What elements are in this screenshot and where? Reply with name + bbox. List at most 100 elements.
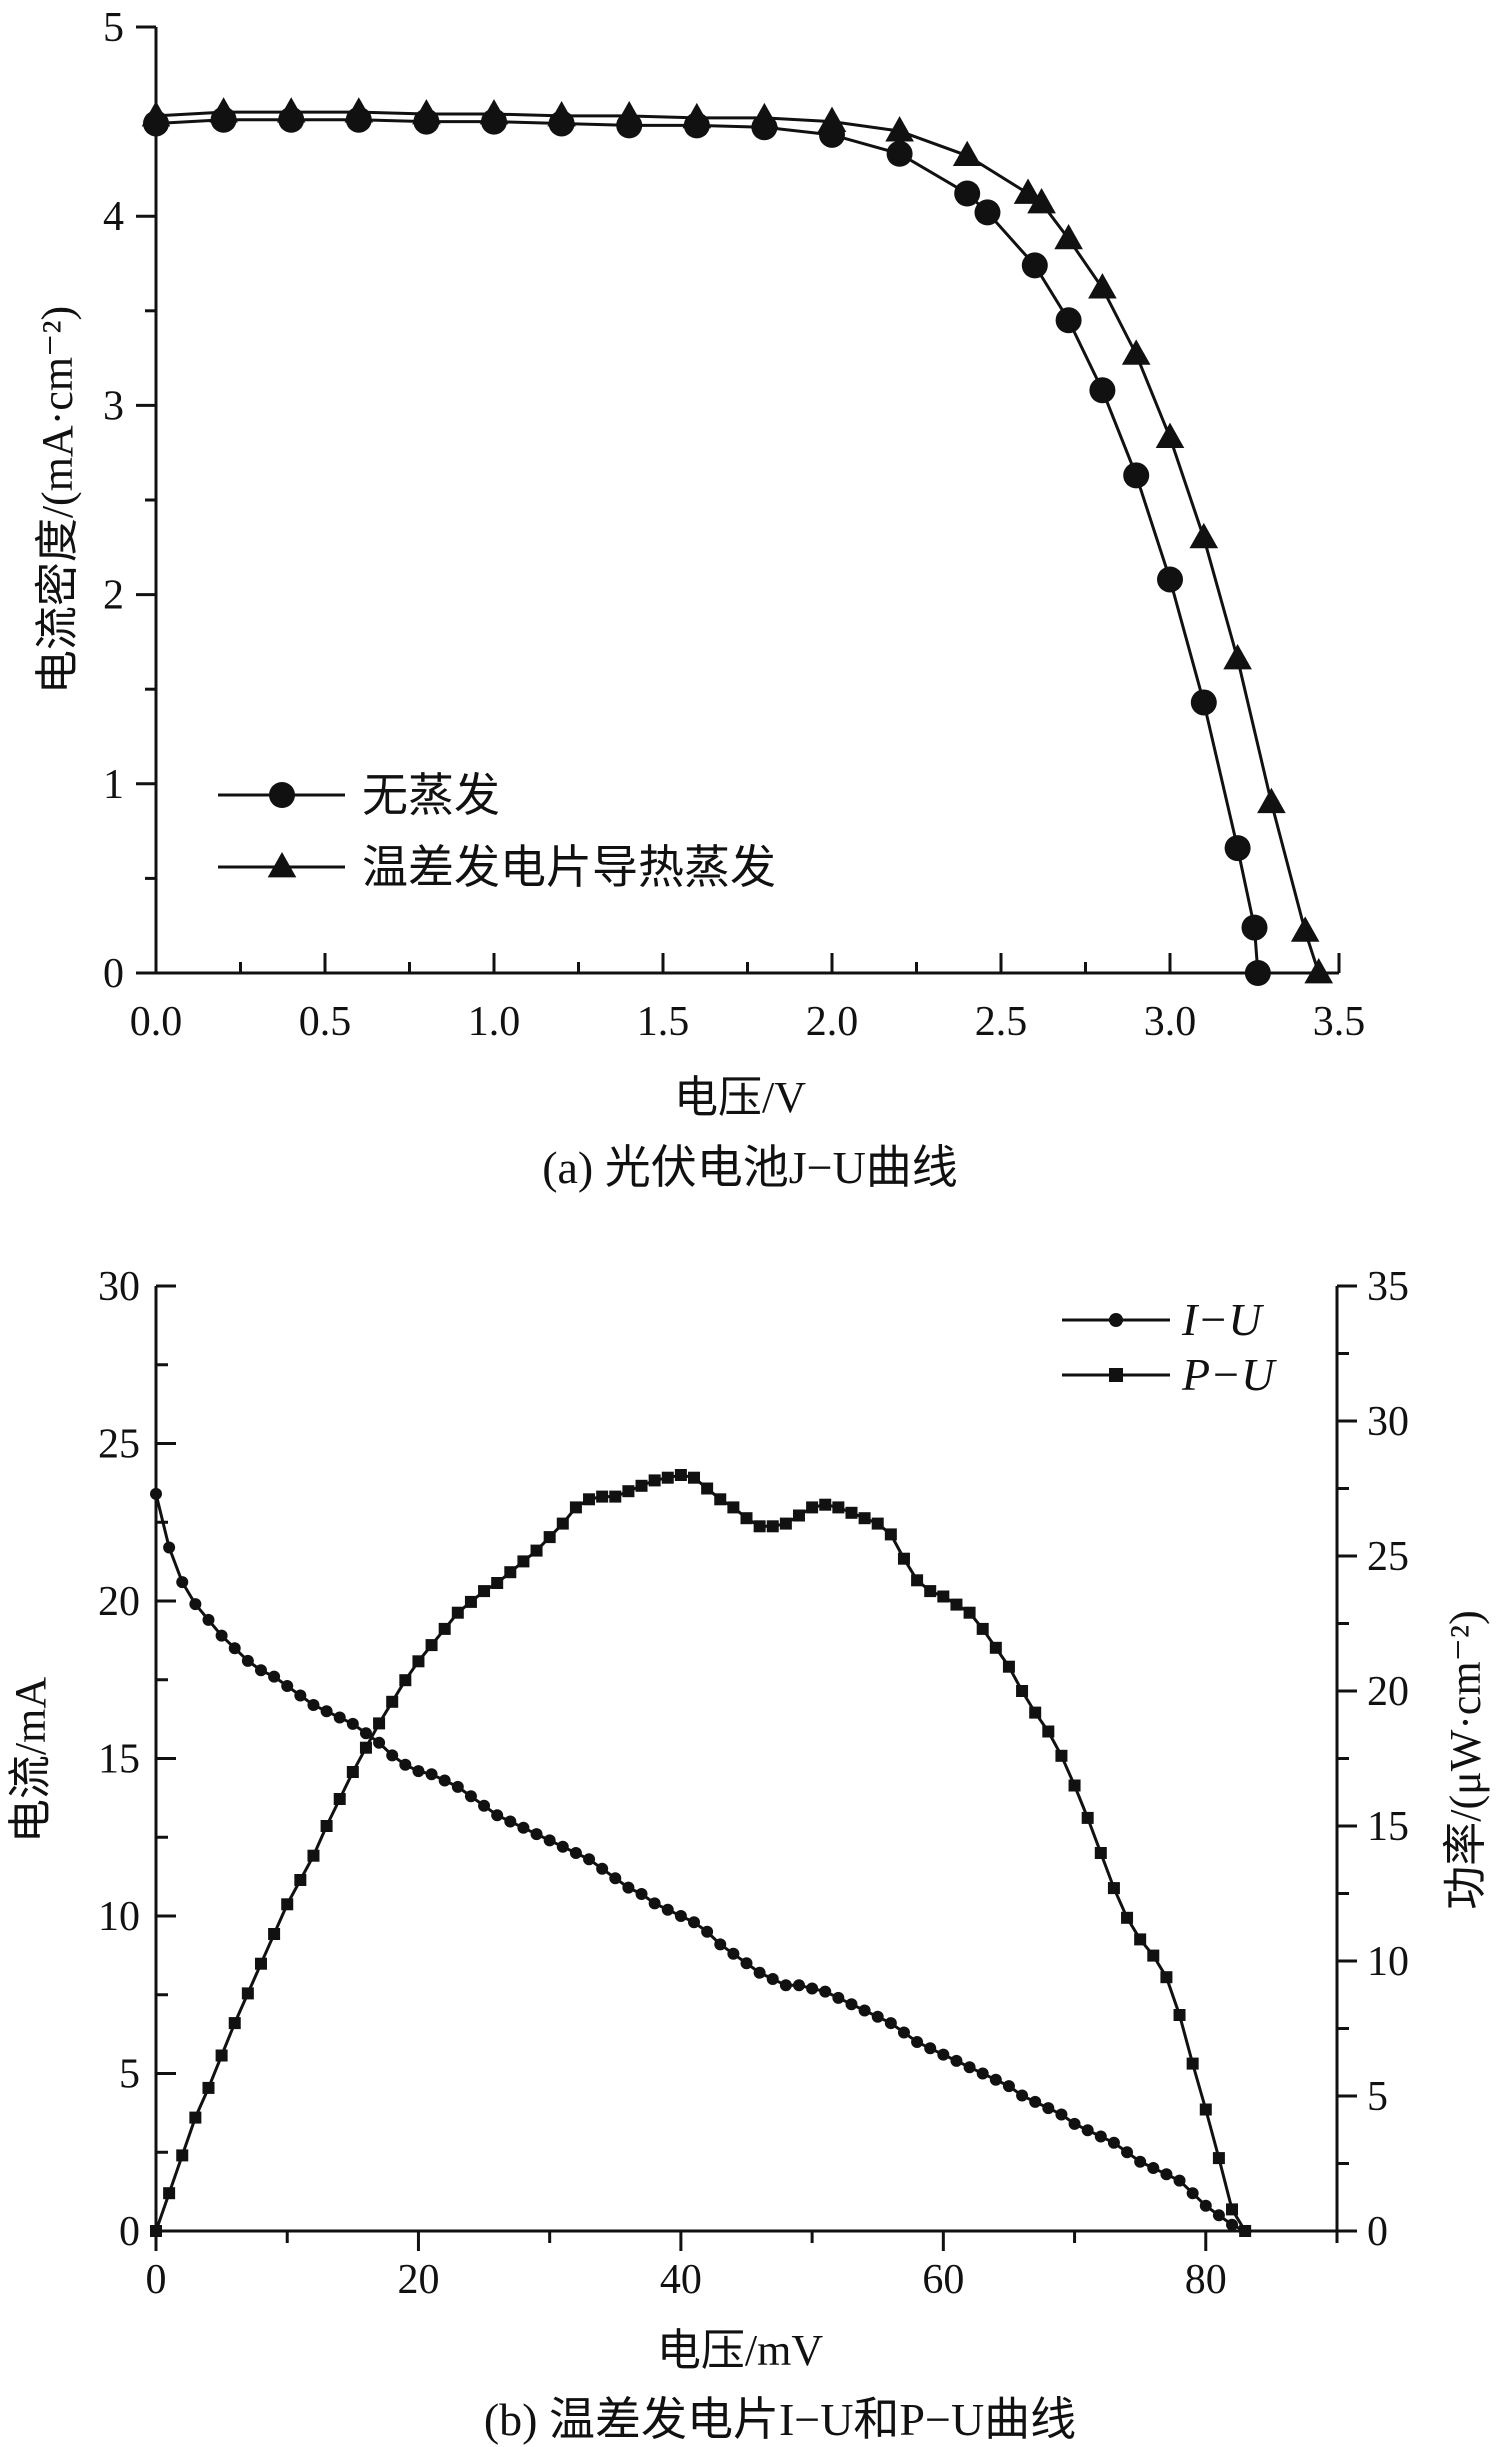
data-point <box>281 1680 294 1693</box>
data-point <box>682 102 712 129</box>
data-point <box>307 1849 320 1862</box>
data-point <box>478 1585 491 1598</box>
data-point <box>307 1698 320 1711</box>
data-point <box>1157 566 1183 593</box>
data-point <box>344 97 374 123</box>
data-point <box>950 2054 963 2067</box>
data-point <box>1160 2168 1173 2181</box>
legend-marker <box>1109 1313 1123 1327</box>
data-point <box>479 99 509 125</box>
data-point <box>1155 422 1185 448</box>
series-line <box>155 110 1321 974</box>
data-point <box>1055 2108 1068 2121</box>
chart-a-caption: (a) 光伏电池J−U曲线 <box>542 1142 958 1193</box>
legend-label: 无蒸发 <box>362 770 500 821</box>
data-point <box>1290 916 1320 942</box>
data-point <box>1042 1725 1055 1738</box>
data-point <box>1173 2174 1186 2187</box>
data-point <box>464 1595 477 1608</box>
data-point <box>215 2049 228 2062</box>
data-point <box>215 1629 228 1642</box>
data-point <box>412 1655 425 1668</box>
data-point <box>556 1840 569 1853</box>
x-tick-label: 0.5 <box>299 999 352 1045</box>
data-point <box>1224 835 1251 862</box>
y-right-tick-label: 25 <box>1367 1534 1409 1580</box>
data-point <box>583 1493 596 1506</box>
data-point <box>150 2225 162 2237</box>
data-point <box>163 1541 176 1554</box>
data-point <box>1257 787 1286 814</box>
data-point <box>412 1765 425 1778</box>
data-point <box>1123 462 1150 489</box>
data-point <box>386 1695 399 1708</box>
data-point <box>1186 2057 1199 2070</box>
data-point <box>583 1853 596 1866</box>
x-tick-label: 0 <box>146 2257 167 2303</box>
data-point <box>1239 2225 1252 2237</box>
data-point <box>189 1598 202 1611</box>
chart-b-ylabel: 电流/mA <box>6 1677 55 1843</box>
data-point <box>412 99 441 125</box>
x-tick-label: 2.0 <box>806 999 859 1045</box>
chart-b-iv-pv-curve: (b) 温差发电片I−U和P−U曲线 电压/mV 电流/mA 功率/(μW·cm… <box>6 1264 1490 2445</box>
data-point <box>373 1736 386 1749</box>
axis-lines <box>154 1286 1339 2233</box>
data-point <box>609 1872 622 1885</box>
data-point <box>727 1501 740 1514</box>
data-point <box>438 1622 451 1635</box>
data-point <box>701 1925 714 1938</box>
data-point <box>1121 1911 1134 1924</box>
y-tick-label: 3 <box>103 383 124 429</box>
data-point <box>1055 1749 1068 1762</box>
data-point <box>648 1897 661 1910</box>
data-point <box>885 116 914 142</box>
data-point <box>320 1705 333 1718</box>
series-p-u <box>150 1469 1252 2237</box>
data-point <box>1054 223 1083 250</box>
data-point <box>897 1552 910 1565</box>
data-point <box>1189 522 1219 549</box>
data-point <box>753 1966 766 1979</box>
data-point <box>504 1566 517 1579</box>
data-point <box>792 1979 805 1992</box>
data-point <box>399 1758 412 1771</box>
data-point <box>937 1590 950 1603</box>
legend-label: 温差发电片导热蒸发 <box>362 842 776 893</box>
data-point <box>714 1493 727 1506</box>
data-point <box>911 1574 924 1587</box>
data-point <box>766 1973 779 1985</box>
data-point <box>569 1501 582 1514</box>
data-point <box>1027 188 1056 214</box>
data-point <box>254 1664 267 1677</box>
y-right-tick-label: 5 <box>1367 2074 1388 2120</box>
x-tick-label: 3.5 <box>1313 999 1366 1045</box>
data-point <box>963 1606 976 1619</box>
data-point <box>241 1654 254 1667</box>
data-point <box>451 1606 464 1619</box>
data-point <box>1068 1779 1081 1792</box>
data-point <box>871 2010 884 2023</box>
data-point <box>819 1498 832 1511</box>
axis-lines <box>154 27 1339 975</box>
data-point <box>976 2067 989 2080</box>
series-triangle <box>141 97 1334 984</box>
data-point <box>141 100 171 127</box>
legend-label: I−U <box>1181 1294 1264 1345</box>
y-right-tick-label: 0 <box>1367 2209 1388 2255</box>
data-point <box>176 2149 189 2162</box>
data-point <box>806 1982 819 1995</box>
y-right-tick-label: 35 <box>1367 1264 1409 1310</box>
data-point <box>1186 2187 1199 2200</box>
data-point <box>674 1910 687 1922</box>
data-point <box>543 1834 556 1847</box>
data-point <box>1016 2089 1029 2102</box>
data-point <box>543 1531 556 1544</box>
chart-a-jv-curve: (a) 光伏电池J−U曲线 电压/V 电流密度/(mA·cm⁻²) 0.0 0.5… <box>33 5 1365 1193</box>
data-point <box>924 1585 937 1598</box>
data-point <box>963 2061 976 2074</box>
data-point <box>950 1598 963 1611</box>
y-right-tick-label: 15 <box>1367 1804 1409 1850</box>
data-point <box>609 1490 622 1503</box>
